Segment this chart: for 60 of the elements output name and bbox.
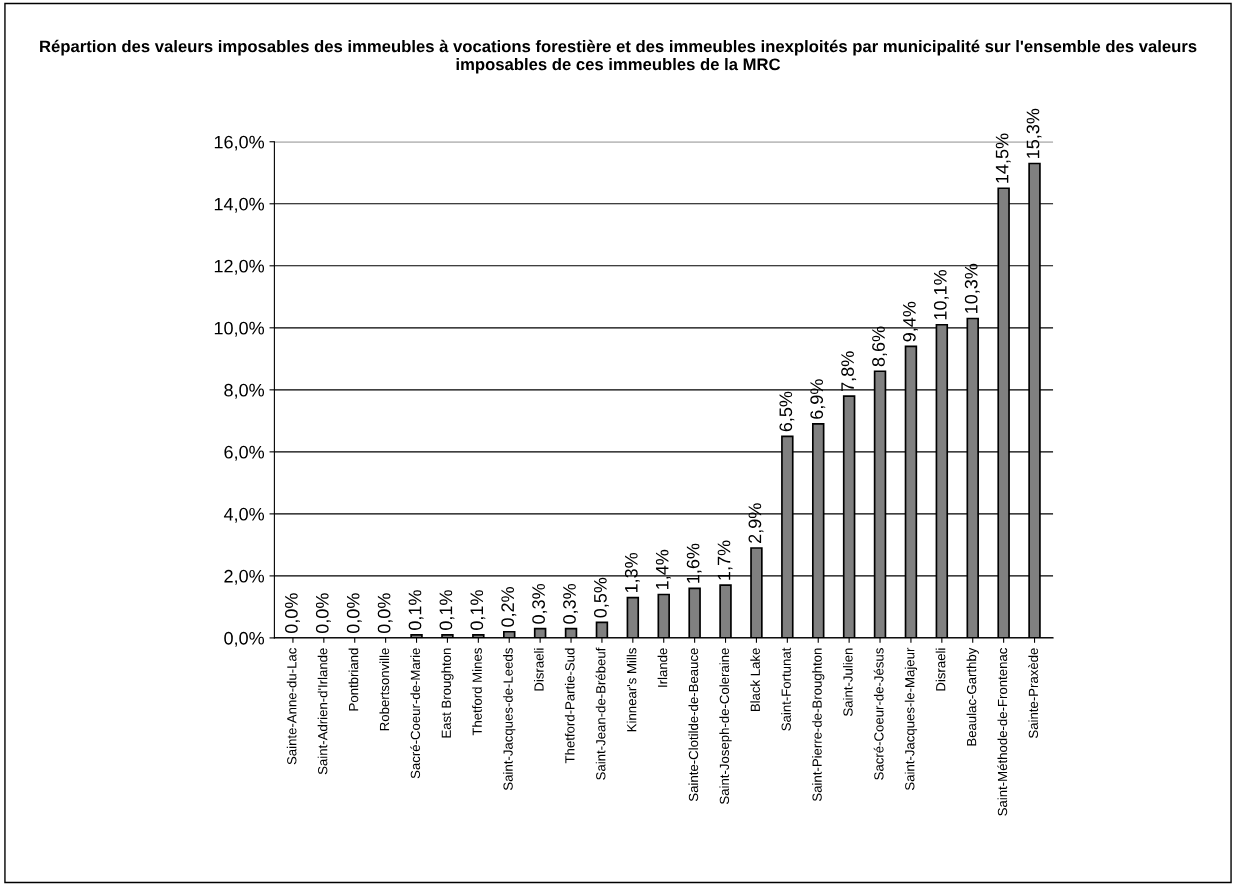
x-tick-label: Disraeli bbox=[935, 648, 946, 691]
data-label: 1,3% bbox=[624, 552, 640, 593]
x-tick-label: Irlande bbox=[657, 648, 668, 687]
data-label: 10,3% bbox=[964, 263, 980, 313]
data-label: 0,0% bbox=[346, 593, 362, 634]
x-tick-label: Disraeli bbox=[533, 648, 544, 691]
x-tick-label: Sacré-Coeur-de-Jésus bbox=[873, 648, 884, 780]
x-tick-label: Black Lake bbox=[750, 648, 760, 712]
data-label: 6,9% bbox=[810, 379, 826, 419]
x-tick-label: Saint-Fortunat bbox=[781, 647, 791, 731]
y-tick-label: 12,0% bbox=[214, 259, 265, 275]
data-label: 0,1% bbox=[408, 590, 424, 630]
x-tick-label: Saint-Joseph-de-Coleraine bbox=[719, 648, 732, 804]
y-tick-label: 14,0% bbox=[214, 197, 265, 213]
x-tick-label: Saint-Pierre-de-Broughton bbox=[812, 648, 825, 802]
x-tick-label: Sacré-Coeur-de-Marie bbox=[410, 648, 421, 779]
x-tick-label: Kinnear's Mills bbox=[626, 648, 637, 732]
data-label: 0,3% bbox=[563, 583, 579, 624]
data-label: 10,1% bbox=[933, 270, 949, 320]
x-tick-label: Sainte-Praxède bbox=[1028, 648, 1039, 738]
x-tick-label: Saint-Julien bbox=[842, 648, 853, 716]
data-label: 8,6% bbox=[872, 326, 888, 367]
x-tick-label: Saint-Jean-de-Brébeuf bbox=[595, 647, 606, 780]
x-tick-label: Pontbriand bbox=[348, 648, 359, 711]
chart-title: Répartion des valeurs imposables des immeubles à vocations forestière et des immeubles inexploités par municipalité sur l'ensemble des valeurs imposables de ces immeubles de la MRC bbox=[40, 39, 1197, 74]
y-tick-label: 16,0% bbox=[214, 135, 265, 151]
x-tick-label: Saint-Jacques-le-Majeur bbox=[904, 647, 918, 791]
data-label: 14,5% bbox=[995, 133, 1011, 183]
x-tick-label: Robertsonville bbox=[379, 648, 390, 731]
data-label: 0,2% bbox=[501, 587, 517, 627]
x-tick-label: Saint-Adrien-d'Irlande bbox=[317, 648, 328, 775]
data-label: 0,0% bbox=[377, 593, 393, 634]
x-tick-label: Beaulac-Garthby bbox=[966, 647, 979, 746]
y-tick-label: 2,0% bbox=[224, 569, 265, 585]
data-label: 0,3% bbox=[532, 583, 548, 624]
data-label: 7,8% bbox=[841, 351, 857, 391]
x-tick-label: Thetford Mines bbox=[472, 648, 482, 736]
data-label: 0,1% bbox=[470, 590, 486, 630]
y-tick-label: 8,0% bbox=[224, 383, 265, 399]
data-label: 0,1% bbox=[439, 590, 455, 630]
data-label: 6,5% bbox=[779, 391, 795, 432]
data-label: 15,3% bbox=[1026, 108, 1042, 158]
x-tick-label: Saint-Méthode-de-Frontenac bbox=[997, 647, 1008, 816]
data-label: 0,5% bbox=[593, 577, 609, 618]
x-tick-label: Thetford-Partie-Sud bbox=[564, 648, 575, 764]
data-label: 0,0% bbox=[315, 593, 331, 634]
x-tick-label: Sainte-Clotilde-de-Beauce bbox=[688, 648, 699, 802]
data-label: 0,0% bbox=[284, 593, 300, 634]
data-label: 1,6% bbox=[686, 543, 702, 583]
data-label: 1,4% bbox=[655, 549, 671, 589]
data-label: 9,4% bbox=[902, 301, 918, 342]
y-tick-label: 4,0% bbox=[223, 507, 265, 523]
x-tick-label: Sainte-Anne-du-Lac bbox=[286, 647, 297, 765]
x-tick-label: East Broughton bbox=[441, 648, 454, 738]
y-tick-label: 10,0% bbox=[214, 321, 265, 337]
y-tick-label: 6,0% bbox=[224, 445, 265, 461]
data-label: 2,9% bbox=[748, 503, 764, 543]
data-label: 1,7% bbox=[717, 540, 733, 580]
x-tick-label: Saint-Jacques-de-Leeds bbox=[503, 648, 516, 791]
y-tick-label: 0,0% bbox=[224, 631, 265, 647]
